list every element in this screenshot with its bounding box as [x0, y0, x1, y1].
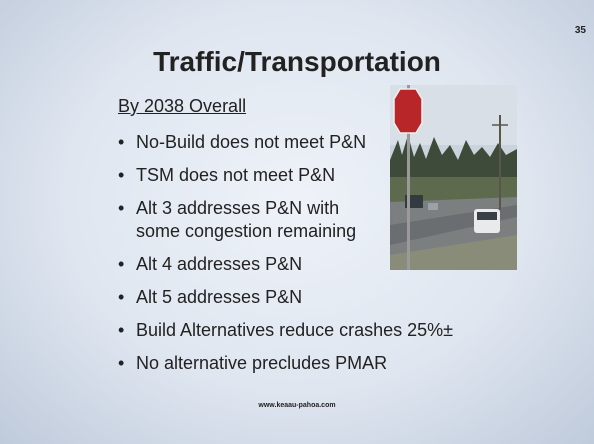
- bullet: Alt 4 addresses P&N: [118, 253, 453, 276]
- bullet-list: No-Build does not meet P&N TSM does not m…: [118, 131, 453, 385]
- footer: www.keaau-pahoa.com: [258, 402, 336, 409]
- subtitle: By 2038 Overall: [118, 96, 247, 116]
- bullet: Alt 3 addresses P&N with some congestion…: [118, 197, 376, 243]
- photo: [390, 85, 517, 270]
- bullet: No alternative precludes PMAR: [118, 352, 453, 375]
- bullet: No-Build does not meet P&N: [118, 131, 453, 154]
- slide-number: 35: [574, 25, 586, 36]
- bullet: TSM does not meet P&N: [118, 164, 453, 187]
- bullet: Build Alternatives reduce crashes 25%±: [118, 319, 453, 342]
- bullet: Alt 5 addresses P&N: [118, 286, 453, 309]
- slide-title: Traffic/Transportation: [153, 46, 441, 77]
